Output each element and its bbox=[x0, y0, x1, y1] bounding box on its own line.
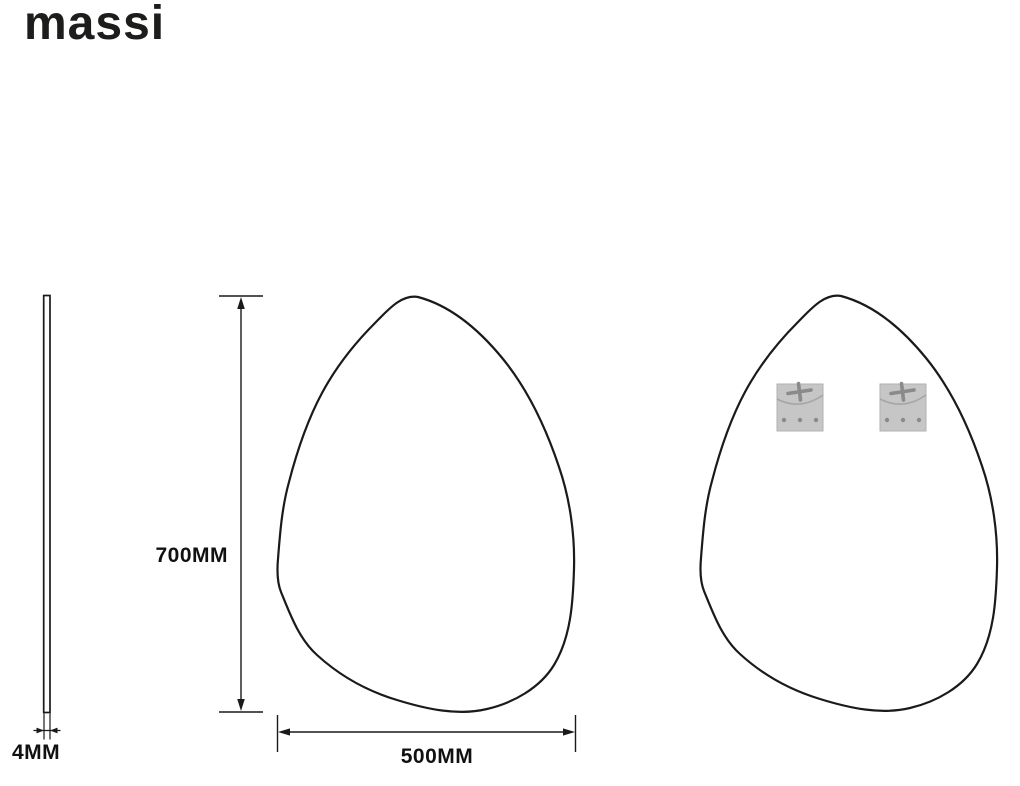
bracket-holes bbox=[884, 417, 922, 423]
screw-head-icon bbox=[889, 381, 916, 402]
screw-head-icon bbox=[786, 381, 813, 402]
brand-logo: massi bbox=[24, 0, 166, 50]
width-label: 500MM bbox=[400, 745, 474, 768]
height-dimension bbox=[219, 295, 263, 713]
arrow-left-icon bbox=[278, 728, 290, 736]
arrow-down-icon bbox=[237, 699, 245, 711]
arrow-left-icon bbox=[50, 727, 58, 734]
thickness-dimension bbox=[33, 713, 61, 740]
mounting-bracket-left bbox=[776, 381, 824, 432]
side-view bbox=[33, 294, 61, 740]
mirror-back-outline bbox=[699, 294, 999, 712]
bracket-recess-arc bbox=[879, 394, 927, 405]
arrow-up-icon bbox=[237, 297, 245, 309]
thickness-label: 4MM bbox=[12, 741, 61, 764]
width-dimension bbox=[276, 715, 577, 752]
bracket-holes bbox=[781, 417, 819, 423]
mounting-bracket-right bbox=[879, 381, 927, 432]
arrow-right-icon bbox=[36, 727, 44, 734]
mirror-side-profile bbox=[42, 294, 51, 714]
bracket-recess-arc bbox=[776, 394, 824, 405]
arrow-right-icon bbox=[563, 728, 575, 736]
height-label: 700MM bbox=[155, 544, 228, 567]
mirror-front-outline bbox=[276, 295, 576, 713]
